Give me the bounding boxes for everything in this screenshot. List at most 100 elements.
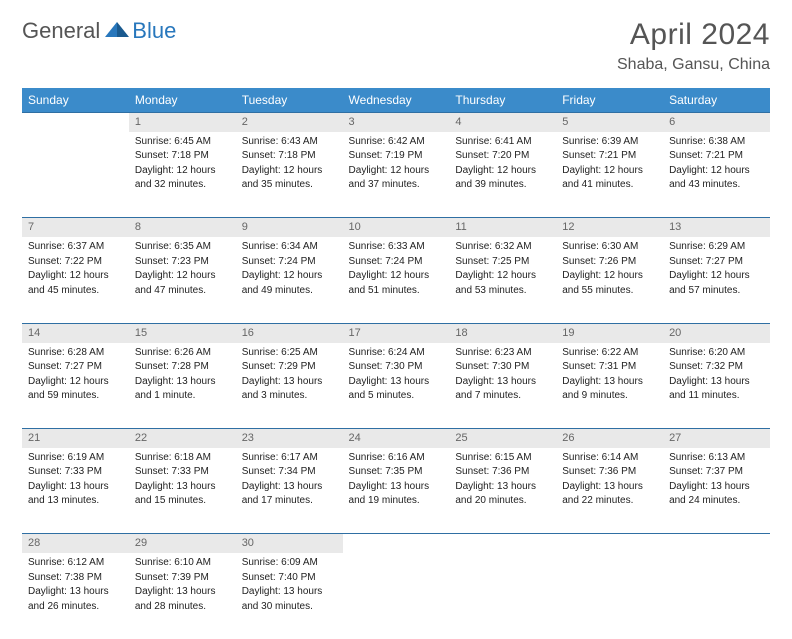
day-number-row: 14151617181920 <box>22 323 770 342</box>
logo-text-blue: Blue <box>132 18 176 44</box>
sunrise-text: Sunrise: 6:34 AM <box>242 240 337 254</box>
day-content-row: Sunrise: 6:45 AMSunset: 7:18 PMDaylight:… <box>22 132 770 218</box>
day-number-row: 123456 <box>22 113 770 132</box>
daylight-text: Daylight: 12 hours <box>349 269 444 283</box>
sunset-text: Sunset: 7:18 PM <box>242 149 337 163</box>
sunrise-text: Sunrise: 6:25 AM <box>242 346 337 360</box>
day-number: 11 <box>449 218 556 237</box>
day-cell <box>343 553 450 639</box>
daylight-text: Daylight: 13 hours <box>28 585 123 599</box>
day-number: 16 <box>236 323 343 342</box>
day-cell <box>556 553 663 639</box>
sunset-text: Sunset: 7:26 PM <box>562 255 657 269</box>
day-number <box>449 534 556 553</box>
weekday-header-row: Sunday Monday Tuesday Wednesday Thursday… <box>22 88 770 113</box>
sunset-text: Sunset: 7:25 PM <box>455 255 550 269</box>
daylight-text: Daylight: 13 hours <box>669 480 764 494</box>
day-number: 27 <box>663 429 770 448</box>
sunset-text: Sunset: 7:33 PM <box>28 465 123 479</box>
daylight-text-2: and 22 minutes. <box>562 494 657 508</box>
sunset-text: Sunset: 7:20 PM <box>455 149 550 163</box>
daylight-text-2: and 20 minutes. <box>455 494 550 508</box>
day-cell: Sunrise: 6:12 AMSunset: 7:38 PMDaylight:… <box>22 553 129 639</box>
sunset-text: Sunset: 7:35 PM <box>349 465 444 479</box>
daylight-text: Daylight: 12 hours <box>562 164 657 178</box>
sunrise-text: Sunrise: 6:35 AM <box>135 240 230 254</box>
day-cell <box>22 132 129 218</box>
daylight-text-2: and 59 minutes. <box>28 389 123 403</box>
sunrise-text: Sunrise: 6:42 AM <box>349 135 444 149</box>
daylight-text: Daylight: 13 hours <box>455 375 550 389</box>
sunset-text: Sunset: 7:24 PM <box>242 255 337 269</box>
day-cell: Sunrise: 6:24 AMSunset: 7:30 PMDaylight:… <box>343 343 450 429</box>
logo-triangle-icon <box>104 20 130 43</box>
sunset-text: Sunset: 7:30 PM <box>349 360 444 374</box>
sunrise-text: Sunrise: 6:10 AM <box>135 556 230 570</box>
daylight-text-2: and 47 minutes. <box>135 284 230 298</box>
sunrise-text: Sunrise: 6:37 AM <box>28 240 123 254</box>
day-cell: Sunrise: 6:45 AMSunset: 7:18 PMDaylight:… <box>129 132 236 218</box>
daylight-text: Daylight: 13 hours <box>135 480 230 494</box>
day-cell: Sunrise: 6:39 AMSunset: 7:21 PMDaylight:… <box>556 132 663 218</box>
day-number <box>663 534 770 553</box>
weekday-header: Thursday <box>449 88 556 113</box>
daylight-text-2: and 5 minutes. <box>349 389 444 403</box>
sunset-text: Sunset: 7:19 PM <box>349 149 444 163</box>
sunrise-text: Sunrise: 6:14 AM <box>562 451 657 465</box>
weekday-header: Friday <box>556 88 663 113</box>
daylight-text-2: and 49 minutes. <box>242 284 337 298</box>
daylight-text-2: and 26 minutes. <box>28 600 123 614</box>
sunrise-text: Sunrise: 6:41 AM <box>455 135 550 149</box>
sunset-text: Sunset: 7:30 PM <box>455 360 550 374</box>
sunrise-text: Sunrise: 6:17 AM <box>242 451 337 465</box>
sunset-text: Sunset: 7:27 PM <box>28 360 123 374</box>
day-cell: Sunrise: 6:22 AMSunset: 7:31 PMDaylight:… <box>556 343 663 429</box>
sunset-text: Sunset: 7:31 PM <box>562 360 657 374</box>
day-number-row: 21222324252627 <box>22 429 770 448</box>
day-number: 26 <box>556 429 663 448</box>
daylight-text: Daylight: 12 hours <box>455 269 550 283</box>
daylight-text-2: and 43 minutes. <box>669 178 764 192</box>
day-number: 21 <box>22 429 129 448</box>
day-content-row: Sunrise: 6:12 AMSunset: 7:38 PMDaylight:… <box>22 553 770 639</box>
day-number: 20 <box>663 323 770 342</box>
daylight-text-2: and 7 minutes. <box>455 389 550 403</box>
title-block: April 2024 Shaba, Gansu, China <box>617 18 770 74</box>
day-cell: Sunrise: 6:19 AMSunset: 7:33 PMDaylight:… <box>22 448 129 534</box>
daylight-text-2: and 57 minutes. <box>669 284 764 298</box>
sunrise-text: Sunrise: 6:43 AM <box>242 135 337 149</box>
day-cell: Sunrise: 6:15 AMSunset: 7:36 PMDaylight:… <box>449 448 556 534</box>
sunrise-text: Sunrise: 6:12 AM <box>28 556 123 570</box>
day-cell: Sunrise: 6:16 AMSunset: 7:35 PMDaylight:… <box>343 448 450 534</box>
sunrise-text: Sunrise: 6:23 AM <box>455 346 550 360</box>
day-cell: Sunrise: 6:37 AMSunset: 7:22 PMDaylight:… <box>22 237 129 323</box>
daylight-text-2: and 32 minutes. <box>135 178 230 192</box>
daylight-text: Daylight: 12 hours <box>28 269 123 283</box>
day-number: 13 <box>663 218 770 237</box>
day-number-row: 282930 <box>22 534 770 553</box>
daylight-text-2: and 24 minutes. <box>669 494 764 508</box>
sunrise-text: Sunrise: 6:18 AM <box>135 451 230 465</box>
daylight-text-2: and 37 minutes. <box>349 178 444 192</box>
daylight-text: Daylight: 12 hours <box>242 269 337 283</box>
daylight-text-2: and 13 minutes. <box>28 494 123 508</box>
daylight-text: Daylight: 12 hours <box>28 375 123 389</box>
sunrise-text: Sunrise: 6:39 AM <box>562 135 657 149</box>
sunrise-text: Sunrise: 6:13 AM <box>669 451 764 465</box>
daylight-text: Daylight: 13 hours <box>28 480 123 494</box>
sunrise-text: Sunrise: 6:22 AM <box>562 346 657 360</box>
sunrise-text: Sunrise: 6:33 AM <box>349 240 444 254</box>
sunrise-text: Sunrise: 6:19 AM <box>28 451 123 465</box>
day-number: 30 <box>236 534 343 553</box>
daylight-text: Daylight: 13 hours <box>562 375 657 389</box>
day-number: 22 <box>129 429 236 448</box>
day-number: 29 <box>129 534 236 553</box>
sunset-text: Sunset: 7:27 PM <box>669 255 764 269</box>
daylight-text-2: and 30 minutes. <box>242 600 337 614</box>
daylight-text: Daylight: 13 hours <box>455 480 550 494</box>
daylight-text-2: and 51 minutes. <box>349 284 444 298</box>
sunrise-text: Sunrise: 6:26 AM <box>135 346 230 360</box>
day-cell: Sunrise: 6:23 AMSunset: 7:30 PMDaylight:… <box>449 343 556 429</box>
daylight-text: Daylight: 13 hours <box>135 585 230 599</box>
sunrise-text: Sunrise: 6:38 AM <box>669 135 764 149</box>
